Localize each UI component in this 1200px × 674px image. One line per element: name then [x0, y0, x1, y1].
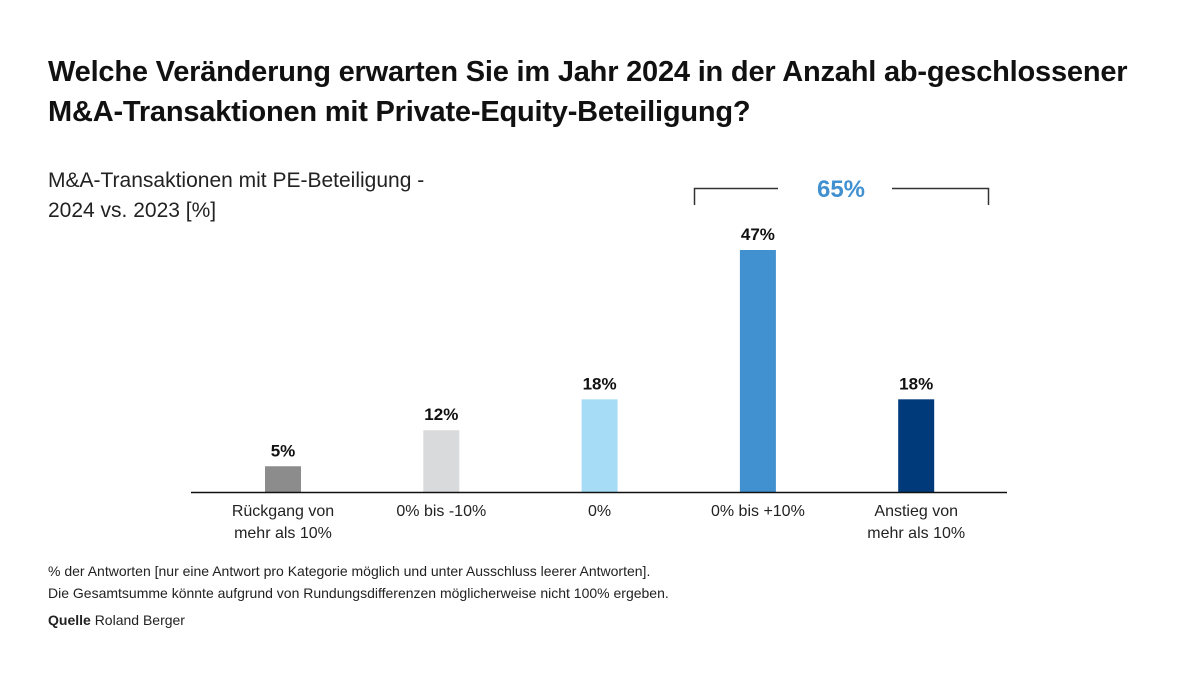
- chart-subtitle: M&A-Transaktionen mit PE-Beteiligung - 2…: [48, 166, 568, 226]
- x-tick-label: 0% bis -10%: [396, 503, 486, 520]
- subtitle-line-2: 2024 vs. 2023 [%]: [48, 199, 217, 222]
- x-tick-label: mehr als 10%: [234, 525, 332, 542]
- bracket-total-label: 65%: [817, 176, 865, 203]
- source-line: Quelle Roland Berger: [48, 612, 185, 628]
- bar-value-label: 47%: [741, 225, 775, 244]
- bar: [423, 430, 460, 492]
- footnote-2: Die Gesamtsumme könnte aufgrund von Rund…: [48, 585, 669, 601]
- x-tick-label: 0%: [588, 503, 611, 520]
- bar-value-label: 18%: [583, 374, 617, 393]
- bar-value-label: 5%: [271, 441, 296, 460]
- bracket-right: [892, 187, 990, 205]
- x-tick-label: Rückgang von: [232, 503, 334, 520]
- x-tick-label: mehr als 10%: [867, 525, 965, 542]
- x-tick-label: Anstieg von: [874, 503, 958, 520]
- source-value: Roland Berger: [94, 612, 185, 628]
- bar: [265, 466, 301, 492]
- bar-value-label: 18%: [899, 374, 933, 393]
- chart-title: Welche Veränderung erwarten Sie im Jahr …: [48, 56, 1128, 128]
- footnote-1: % der Antworten [nur eine Antwort pro Ka…: [48, 563, 651, 579]
- x-tick-label: 0% bis +10%: [711, 503, 805, 520]
- bar: [898, 399, 935, 492]
- bar-value-label: 12%: [424, 405, 458, 424]
- source-label: Quelle: [48, 612, 91, 628]
- bracket-left: [693, 187, 778, 205]
- bar: [739, 250, 776, 492]
- bar: [581, 399, 618, 492]
- subtitle-line-1: M&A-Transaktionen mit PE-Beteiligung -: [48, 169, 425, 192]
